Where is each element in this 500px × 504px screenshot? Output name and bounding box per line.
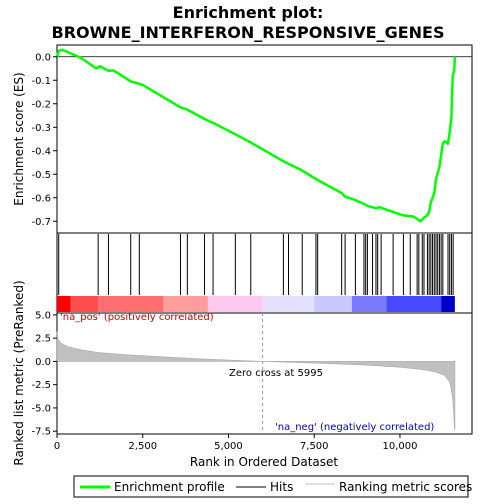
zero-cross-label: Zero cross at 5995: [229, 368, 323, 379]
xtick-label-0: 0: [54, 441, 60, 452]
heat-bar-segment-3: [163, 296, 208, 312]
metric-ytick-label-5: -7.5: [31, 427, 51, 438]
metric-panel-frame: [56, 312, 473, 435]
ranking-metric-area: [56, 331, 456, 430]
metric-ytick-label-4: -5.0: [31, 403, 51, 414]
es-ytick-label-6: -0.6: [31, 193, 51, 204]
heat-bar-segment-0: [57, 296, 71, 312]
heat-bar-segment-2: [98, 296, 164, 312]
metric-ytick-label-3: -2.5: [31, 380, 51, 391]
xtick-label-4: 10,000: [382, 441, 417, 452]
metric-ytick-label-0: 5.0: [35, 310, 51, 321]
legend-box: [73, 475, 469, 498]
es-ytick-label-4: -0.4: [31, 146, 51, 157]
heat-bar-segment-4: [207, 296, 263, 312]
neg-correlated-label: 'na_neg' (negatively correlated): [275, 422, 434, 433]
legend-label-hits: Hits: [270, 480, 293, 494]
enrichment-profile-line: [55, 48, 457, 223]
xtick-label-1: 2,500: [128, 441, 157, 452]
es-ytick-label-2: -0.2: [31, 99, 51, 110]
chart-title-line-2: BROWNE_INTERFERON_RESPONSIVE_GENES: [52, 23, 445, 42]
es-ytick-label-3: -0.3: [31, 123, 51, 134]
pos-correlated-label: 'na_pos' (positively correlated): [60, 312, 214, 323]
xtick-label-2: 5,000: [214, 441, 243, 452]
es-ytick-label-0: 0.0: [35, 52, 51, 63]
heat-bar-segment-7: [351, 296, 387, 312]
heat-bar-segment-8: [386, 296, 442, 312]
es-ytick-label-1: -0.1: [31, 76, 51, 87]
es-ytick-label-5: -0.5: [31, 170, 51, 181]
metric-ytick-label-2: 0.0: [35, 357, 51, 368]
metric-axis-title: Ranked list metric (PreRanked): [12, 280, 26, 465]
heat-bar-segment-6: [314, 296, 352, 312]
legend-label-enrichment: Enrichment profile: [114, 480, 225, 494]
x-axis-title: Rank in Ordered Dataset: [190, 455, 338, 469]
heat-bar-segment-9: [441, 296, 455, 312]
es-axis-title: Enrichment score (ES): [12, 72, 26, 205]
legend-label-metric: Ranking metric scores: [339, 480, 472, 494]
heat-bar-segment-1: [70, 296, 99, 312]
chart-title-line-1: Enrichment plot:: [173, 3, 324, 22]
es-ytick-label-7: -0.7: [31, 217, 51, 228]
metric-ytick-label-1: 2.5: [35, 334, 51, 345]
heat-bar-segment-5: [262, 296, 315, 312]
xtick-label-3: 7,500: [300, 441, 329, 452]
